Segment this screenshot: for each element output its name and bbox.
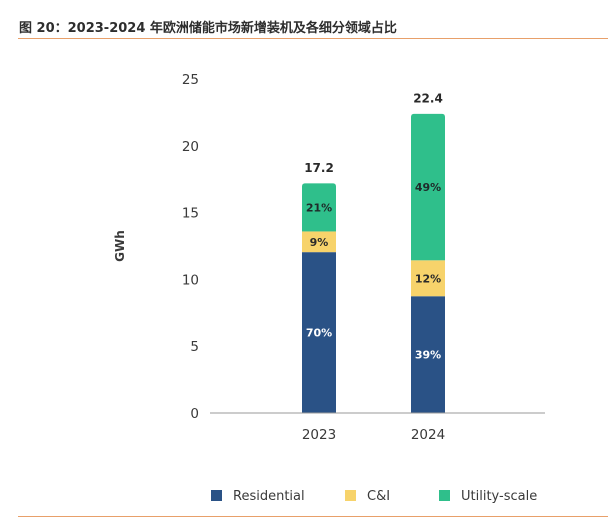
segment-label: 9%	[310, 236, 329, 249]
y-tick-label: 5	[190, 339, 199, 355]
bar-segment	[411, 113, 445, 261]
legend-swatch	[211, 490, 222, 501]
figure-header: 图 20：2023-2024 年欧洲储能市场新增装机及各细分领域占比	[0, 0, 614, 38]
legend-swatch	[439, 490, 450, 501]
segment-label: 49%	[415, 181, 441, 194]
segment-label: 21%	[306, 201, 332, 214]
header-rule	[18, 38, 608, 39]
legend-label: Residential	[233, 489, 305, 504]
x-tick-label: 2023	[302, 427, 336, 443]
bar-total-label: 17.2	[304, 161, 334, 175]
y-tick-label: 15	[182, 206, 199, 222]
y-tick-label: 10	[182, 272, 199, 288]
bar-segment	[302, 231, 336, 253]
y-axis-title: GWh	[113, 230, 127, 262]
figure-title: 图 20：2023-2024 年欧洲储能市场新增装机及各细分领域占比	[19, 21, 397, 36]
bar-segment	[302, 252, 336, 413]
bar-segment	[411, 260, 445, 297]
bar-segment	[411, 296, 445, 413]
legend-label: Utility-scale	[461, 489, 537, 504]
y-tick-label: 25	[182, 72, 199, 88]
segment-label: 39%	[415, 349, 441, 362]
bar-total-label: 22.4	[413, 92, 443, 106]
x-tick-label: 2024	[411, 427, 445, 443]
segment-label: 70%	[306, 327, 332, 340]
bar-segment	[302, 183, 336, 232]
y-tick-label: 20	[182, 139, 199, 155]
footer-rule	[18, 516, 608, 517]
legend-label: C&I	[367, 489, 390, 504]
legend-swatch	[345, 490, 356, 501]
segment-label: 12%	[415, 272, 441, 285]
y-tick-label: 0	[190, 406, 199, 422]
